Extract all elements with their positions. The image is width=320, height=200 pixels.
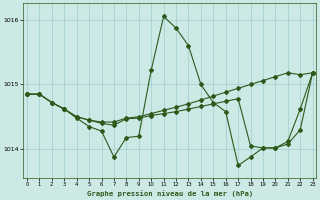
X-axis label: Graphe pression niveau de la mer (hPa): Graphe pression niveau de la mer (hPa): [87, 190, 253, 197]
